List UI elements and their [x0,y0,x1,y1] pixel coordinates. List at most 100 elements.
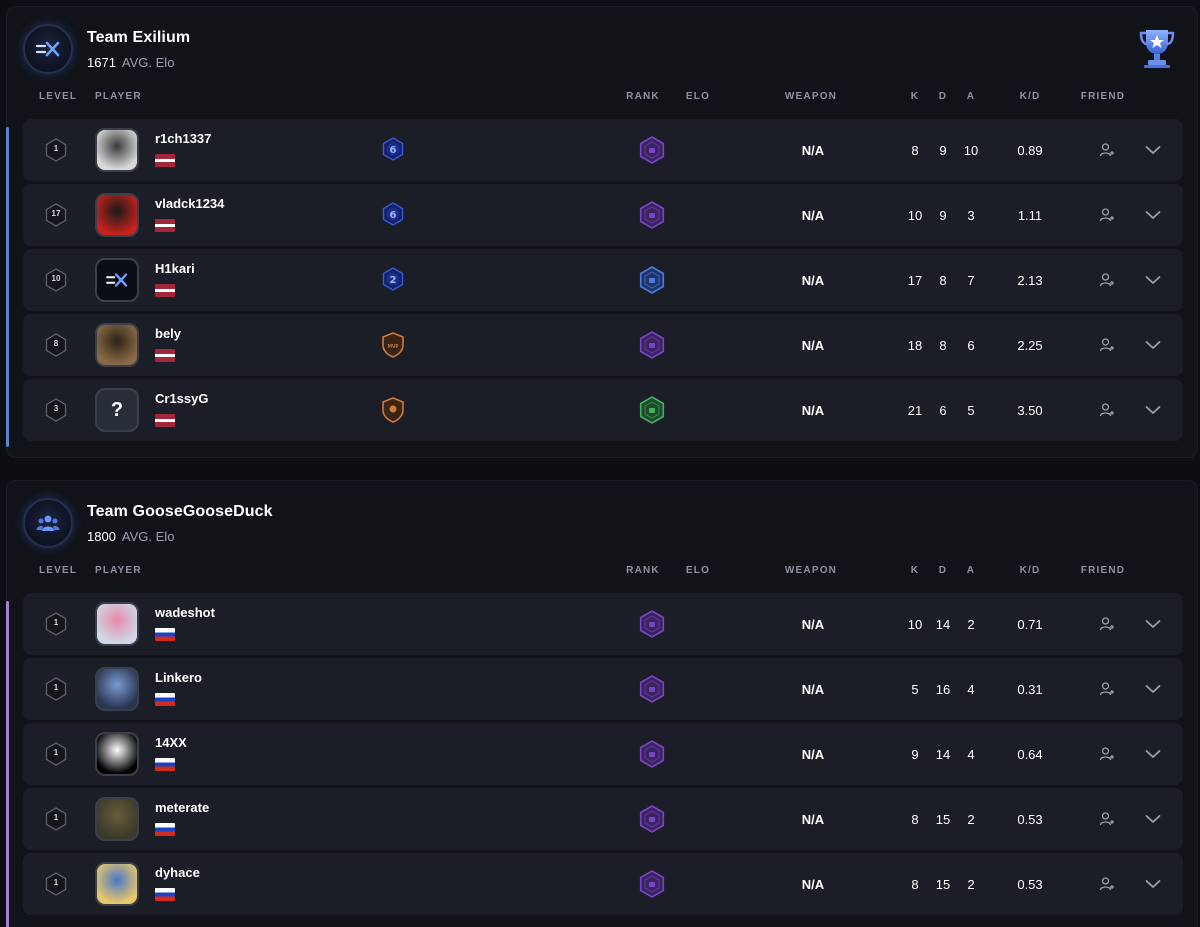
add-friend-icon [1099,338,1114,352]
player-kills: 8 [911,142,919,158]
expand-row-button[interactable] [1141,723,1165,785]
avatar-cell[interactable] [95,593,141,655]
trophy-icon [1137,25,1177,69]
player-name[interactable]: H1kari [155,261,195,276]
chevron-down-icon [1145,620,1161,628]
add-friend-button[interactable] [1095,249,1119,311]
expand-row-button[interactable] [1141,593,1165,655]
expand-row-button[interactable] [1141,314,1165,376]
add-friend-button[interactable] [1095,788,1119,850]
player-kd: 0.53 [1017,876,1043,892]
player-deaths: 8 [939,272,947,288]
avatar[interactable]: ? [95,388,139,432]
player-weapon: N/A [801,337,825,353]
avatar-cell[interactable] [95,788,141,850]
player-row[interactable]: 1 r1ch1337 6 N/A 8 9 10 0.89 [23,119,1183,181]
player-name[interactable]: bely [155,326,182,341]
player-row[interactable]: 17 vladck1234 6 N/A 10 9 3 1.11 [23,184,1183,246]
svg-text:6: 6 [390,210,397,221]
avatar-cell[interactable] [95,853,141,915]
player-row[interactable]: 10 H1kari 2 N/A 17 8 7 2.13 [23,249,1183,311]
player-row[interactable]: 1 dyhace N/A 8 15 2 0.53 [23,853,1183,915]
player-name[interactable]: Cr1ssyG [155,391,209,406]
avatar[interactable] [95,258,139,302]
player-level: 10 [41,249,71,311]
player-level: 1 [41,788,71,850]
avatar[interactable] [95,128,139,172]
player-weapon: N/A [801,811,825,827]
expand-row-button[interactable] [1141,379,1165,441]
team-accent-bar [6,127,9,447]
player-row[interactable]: 1 meterate N/A 8 15 2 0.53 [23,788,1183,850]
player-kd: 1.11 [1017,207,1043,223]
player-level-value: 10 [51,274,61,283]
add-friend-button[interactable] [1095,379,1119,441]
player-name[interactable]: wadeshot [155,605,215,620]
col-k: K [910,91,920,102]
avatar[interactable] [95,797,139,841]
col-weapon: WEAPON [784,91,838,102]
player-name[interactable]: meterate [155,800,210,815]
avatar-cell[interactable]: ? [95,379,141,441]
add-friend-button[interactable] [1095,119,1119,181]
player-level: 1 [41,723,71,785]
player-name[interactable]: dyhace [155,865,200,880]
player-kd: 0.71 [1017,616,1043,632]
player-row[interactable]: 8 bely MVP N/A 18 8 6 2.25 [23,314,1183,376]
add-friend-icon [1099,682,1114,696]
expand-row-button[interactable] [1141,658,1165,720]
add-friend-button[interactable] [1095,723,1119,785]
player-name[interactable]: vladck1234 [155,196,225,211]
avatar[interactable] [95,667,139,711]
chevron-down-icon [1145,406,1161,414]
expand-row-button[interactable] [1141,184,1165,246]
add-friend-button[interactable] [1095,658,1119,720]
player-kills: 10 [907,207,923,223]
add-friend-button[interactable] [1095,593,1119,655]
level-emblem-icon: 6 [379,119,407,181]
add-friend-button[interactable] [1095,184,1119,246]
russia-flag-icon [155,758,175,771]
latvia-flag-icon [155,154,175,167]
player-kills: 10 [907,616,923,632]
col-a: A [966,565,976,576]
player-name[interactable]: 14XX [155,735,187,750]
col-friend: FRIEND [1080,91,1126,102]
player-kills: 9 [911,746,919,762]
player-name[interactable]: Linkero [155,670,202,685]
player-name[interactable]: r1ch1337 [155,131,212,146]
chevron-down-icon [1145,815,1161,823]
avatar[interactable] [95,862,139,906]
avatar-cell[interactable] [95,119,141,181]
player-row[interactable]: 3? Cr1ssyG N/A 21 6 5 3.50 [23,379,1183,441]
avatar[interactable] [95,602,139,646]
avatar-cell[interactable] [95,314,141,376]
player-row[interactable]: 1 wadeshot N/A 10 14 2 0.71 [23,593,1183,655]
avatar-cell[interactable] [95,658,141,720]
chevron-down-icon [1145,880,1161,888]
player-row[interactable]: 1 Linkero N/A 5 16 4 0.31 [23,658,1183,720]
expand-row-button[interactable] [1141,788,1165,850]
col-kd: K/D [1019,565,1041,576]
add-friend-button[interactable] [1095,314,1119,376]
exilium-logo-icon [106,273,128,287]
avatar-cell[interactable] [95,184,141,246]
level-hex-icon: 1 [44,806,68,832]
add-friend-button[interactable] [1095,853,1119,915]
player-row[interactable]: 1 14XX N/A 9 14 4 0.64 [23,723,1183,785]
avatar[interactable] [95,193,139,237]
avatar[interactable] [95,732,139,776]
expand-row-button[interactable] [1141,249,1165,311]
expand-row-button[interactable] [1141,119,1165,181]
avatar-cell[interactable] [95,723,141,785]
rank-icon [637,249,667,311]
player-assists: 10 [963,142,979,158]
col-level: LEVEL [39,565,78,576]
avatar[interactable] [95,323,139,367]
expand-row-button[interactable] [1141,853,1165,915]
player-assists: 4 [967,681,975,697]
team-name: Team Exilium [87,28,191,46]
avatar-cell[interactable] [95,249,141,311]
latvia-flag-icon [155,284,175,297]
rank-icon [637,314,667,376]
